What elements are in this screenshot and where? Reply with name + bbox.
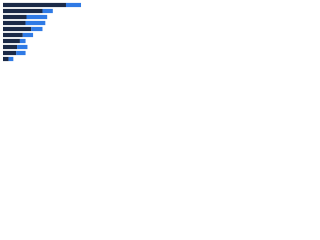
bar-segment — [22, 32, 34, 38]
bar-segment — [16, 50, 26, 56]
bar-segment — [31, 26, 43, 32]
bar-segment — [3, 38, 20, 44]
bar-segment — [3, 14, 27, 20]
bar-segment — [3, 32, 23, 38]
bar-segment — [3, 56, 9, 62]
bar-segment — [8, 56, 14, 62]
bar-segment — [25, 20, 46, 26]
bar-segment — [26, 14, 48, 20]
bar-segment — [3, 2, 66, 8]
bar-segment — [19, 38, 26, 44]
bar-segment — [3, 50, 17, 56]
bar-segment — [3, 44, 18, 50]
bar-segment — [3, 8, 43, 14]
bar-segment — [65, 2, 82, 8]
bar-segment — [17, 44, 28, 50]
bar-segment — [3, 20, 26, 26]
chart — [3, 2, 82, 62]
page: {"chart_data": {"type": "stacked-bar-hor… — [0, 0, 100, 71]
bar-segment — [3, 26, 32, 32]
bar-segment — [42, 8, 53, 14]
